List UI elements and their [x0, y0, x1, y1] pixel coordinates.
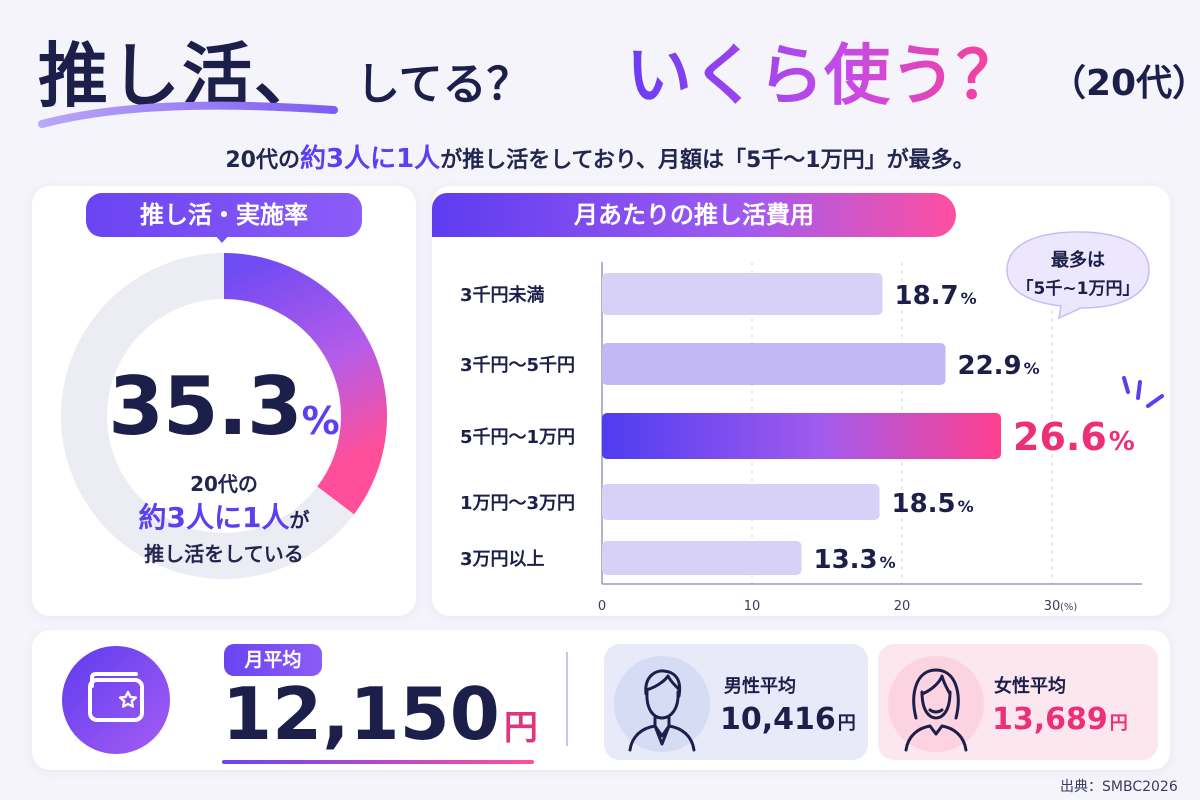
participation-line1: 20代の [190, 472, 258, 496]
callout-line1: 最多は [1051, 250, 1105, 271]
value-label-unit: % [961, 289, 977, 308]
value-label-number: 18.7 [895, 281, 959, 311]
monthly-average-unit: 円 [503, 708, 538, 748]
monthly-average-number: 12,150 [222, 672, 500, 756]
header: 推し活、 してる？ いくら使う？ （20代） [38, 18, 1200, 118]
male-average-unit: 円 [837, 713, 856, 734]
title-question: してる？ [356, 59, 531, 110]
subtitle-highlight: 約3人に1人 [300, 144, 441, 174]
x-tick-label: 0 [598, 599, 606, 614]
value-label-number: 13.3 [814, 545, 878, 575]
value-label-unit: % [880, 553, 896, 572]
title-underline-swoosh [38, 101, 338, 128]
wallet-star-icon [62, 646, 170, 754]
participation-label-tip [214, 234, 230, 243]
value-label-number: 26.6 [1013, 415, 1107, 459]
participation-value-number: 35.3 [108, 360, 302, 453]
subtitle-part1: 20代の [225, 148, 300, 173]
value-label: 22.9% [958, 351, 1040, 381]
participation-line2-highlight: 約3人に1人 [138, 501, 290, 534]
category-label: 3万円以上 [460, 549, 545, 570]
male-average-label: 男性平均 [724, 676, 796, 697]
donut-slice-participation [223, 253, 387, 515]
spending-bar-chart: 0 10 20 30 (%) 3千円未満 18.7 % 3千円～5千円 22.9 % 5千円～1万円 2… [460, 262, 1142, 614]
value-label: 18.7% [895, 281, 977, 311]
x-tick-label: 20 [894, 599, 911, 614]
female-average-value: 13,689 円 [992, 702, 1128, 737]
monthly-average-label: 月平均 [224, 644, 322, 676]
value-label-number: 18.5 [892, 489, 956, 519]
callout-bubble [1006, 231, 1150, 320]
category-label: 1万円～3万円 [460, 493, 575, 514]
participation-line2: 約3人に1人が [90, 496, 358, 536]
monthly-average-underline [222, 760, 534, 764]
title-age: （20代） [1050, 63, 1200, 104]
bar-4 [602, 541, 802, 575]
bar-1 [602, 343, 946, 385]
subtitle-part2: が推し活をしており、月額は「5千〜1万円」が最多。 [440, 148, 975, 173]
participation-value: 35.3% [90, 360, 358, 453]
female-average-unit: 円 [1109, 713, 1128, 734]
female-average-number: 13,689 [992, 702, 1108, 737]
category-label: 3千円～5千円 [460, 355, 575, 376]
subtitle: 20代の約3人に1人が推し活をしており、月額は「5千〜1万円」が最多。 [0, 138, 1200, 175]
bar-0 [602, 273, 883, 315]
female-average-label: 女性平均 [994, 676, 1066, 697]
female-person-icon [888, 656, 984, 752]
value-label-unit: % [958, 497, 974, 516]
value-label-unit: % [1024, 359, 1040, 378]
emphasis-burst-icon [1122, 376, 1164, 408]
participation-line3: 推し活をしている [144, 542, 304, 566]
monthly-average-value: 12,150 円 [222, 672, 538, 756]
summary-divider [566, 652, 568, 746]
x-axis-unit: (%) [1060, 602, 1077, 613]
participation-donut [61, 253, 387, 579]
value-label-number: 22.9 [958, 351, 1022, 381]
value-label: 26.6% [1013, 415, 1135, 459]
male-person-icon [614, 656, 710, 752]
participation-line2-suffix: が [289, 508, 310, 532]
callout-line2: 「5千~1万円」 [1016, 279, 1140, 299]
category-label: 5千円～1万円 [460, 427, 575, 448]
x-tick-label: 30 [1044, 599, 1061, 614]
participation-value-unit: % [301, 399, 340, 443]
participation-label: 推し活・実施率 [86, 193, 362, 237]
value-label: 13.3% [814, 545, 896, 575]
bar-3 [602, 484, 880, 520]
value-label: 18.5% [892, 489, 974, 519]
bar-2 [602, 413, 1001, 459]
male-average-value: 10,416 円 [720, 702, 856, 737]
source-note: 出典：SMBC2026 [1060, 779, 1178, 795]
x-tick-label: 10 [744, 599, 761, 614]
category-label: 3千円未満 [460, 284, 545, 306]
title-highlight: いくら使う？ [626, 22, 1022, 118]
male-average-number: 10,416 [720, 702, 836, 737]
value-label-unit: % [1109, 427, 1135, 457]
spending-label: 月あたりの推し活費用 [432, 193, 956, 237]
